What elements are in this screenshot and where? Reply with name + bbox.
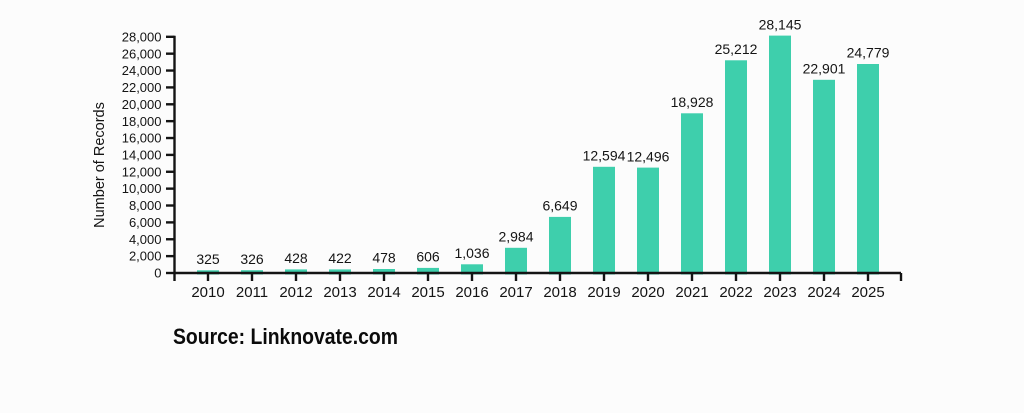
svg-text:2021: 2021 xyxy=(675,284,708,301)
svg-text:2011: 2011 xyxy=(236,284,268,301)
svg-text:Source: Linknovate.com: Source: Linknovate.com xyxy=(173,324,398,349)
svg-text:422: 422 xyxy=(328,250,352,266)
svg-text:22,000: 22,000 xyxy=(122,80,162,95)
svg-text:2024: 2024 xyxy=(807,284,840,301)
svg-text:22,901: 22,901 xyxy=(803,61,846,77)
svg-text:2020: 2020 xyxy=(631,284,664,301)
svg-text:18,928: 18,928 xyxy=(671,94,714,110)
svg-text:2014: 2014 xyxy=(367,284,400,301)
svg-text:28,000: 28,000 xyxy=(122,29,162,44)
svg-text:25,212: 25,212 xyxy=(715,41,758,57)
svg-text:2013: 2013 xyxy=(323,284,356,301)
svg-text:478: 478 xyxy=(372,250,396,266)
svg-text:10,000: 10,000 xyxy=(122,181,162,196)
svg-text:Number of Records: Number of Records xyxy=(92,102,108,228)
svg-text:8,000: 8,000 xyxy=(129,198,162,213)
svg-text:6,000: 6,000 xyxy=(129,215,162,230)
svg-text:14,000: 14,000 xyxy=(122,148,162,163)
svg-text:2,000: 2,000 xyxy=(129,249,162,264)
svg-text:20,000: 20,000 xyxy=(122,97,162,112)
svg-text:2023: 2023 xyxy=(763,284,796,301)
svg-text:1,036: 1,036 xyxy=(454,245,489,261)
svg-text:26,000: 26,000 xyxy=(122,46,162,61)
svg-text:12,496: 12,496 xyxy=(627,148,670,164)
svg-text:12,000: 12,000 xyxy=(122,164,162,179)
svg-text:6,649: 6,649 xyxy=(542,198,577,214)
svg-text:2,984: 2,984 xyxy=(498,229,533,245)
svg-text:606: 606 xyxy=(416,249,440,265)
svg-text:428: 428 xyxy=(284,250,308,266)
svg-text:18,000: 18,000 xyxy=(122,114,162,129)
svg-text:2022: 2022 xyxy=(719,284,752,301)
svg-text:2015: 2015 xyxy=(411,284,444,301)
svg-text:2010: 2010 xyxy=(191,284,224,301)
svg-text:16,000: 16,000 xyxy=(122,131,162,146)
svg-text:4,000: 4,000 xyxy=(129,232,162,247)
svg-text:0: 0 xyxy=(154,266,161,281)
svg-text:24,779: 24,779 xyxy=(847,45,890,61)
svg-text:325: 325 xyxy=(196,251,220,267)
svg-text:326: 326 xyxy=(240,251,264,267)
svg-text:24,000: 24,000 xyxy=(122,63,162,78)
svg-text:2018: 2018 xyxy=(543,284,576,301)
svg-text:2019: 2019 xyxy=(587,284,620,301)
svg-text:2025: 2025 xyxy=(851,284,884,301)
svg-text:2017: 2017 xyxy=(499,284,532,301)
svg-text:2016: 2016 xyxy=(455,284,488,301)
svg-text:28,145: 28,145 xyxy=(759,16,802,32)
svg-text:2012: 2012 xyxy=(279,284,312,301)
svg-text:12,594: 12,594 xyxy=(583,148,626,164)
